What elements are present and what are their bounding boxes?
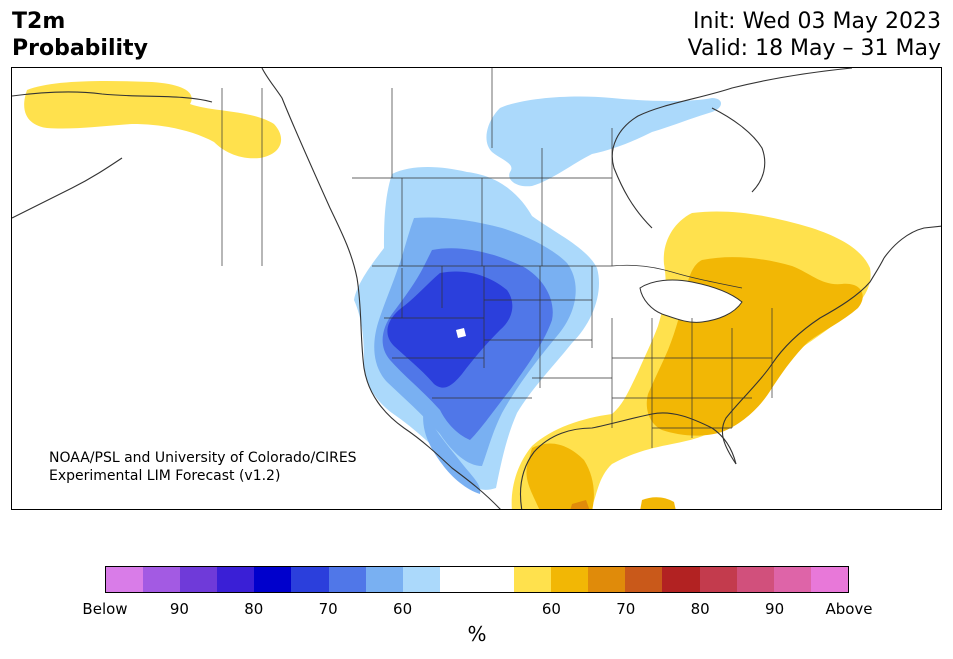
colorbar-tick-label: 80 xyxy=(244,600,264,618)
title-line-2: Probability xyxy=(12,36,148,61)
colorbar-segment xyxy=(699,567,737,592)
west-cold-region-90 xyxy=(387,271,513,388)
cuba-warm-region xyxy=(640,497,676,509)
map-canvas xyxy=(12,68,941,509)
great-salt-lake xyxy=(456,328,466,338)
title-line-1: T2m xyxy=(12,9,66,34)
colorbar-segment xyxy=(365,567,403,592)
colorbar-tick-label: 60 xyxy=(393,600,413,618)
init-date: Init: Wed 03 May 2023 xyxy=(693,9,941,34)
colorbar-tick-label: 90 xyxy=(765,600,785,618)
colorbar-tick-label: 70 xyxy=(318,600,338,618)
colorbar-segment xyxy=(439,567,477,592)
colorbar-tick-label: 80 xyxy=(690,600,710,618)
colorbar-segment xyxy=(217,567,255,592)
colorbar-segment xyxy=(810,567,848,592)
baja-cold-region xyxy=(423,408,481,494)
colorbar-tick-label: 60 xyxy=(541,600,561,618)
colorbar-unit: % xyxy=(467,622,487,646)
credit-line-1: NOAA/PSL and University of Colorado/CIRE… xyxy=(49,450,357,466)
coastlines xyxy=(12,68,941,509)
colorbar-segment xyxy=(588,567,626,592)
colorbar-tick-label: 90 xyxy=(169,600,189,618)
great-lakes xyxy=(639,279,743,323)
forecast-map xyxy=(11,67,942,510)
colorbar-segment xyxy=(514,567,552,592)
mexico-warm-spot xyxy=(570,500,590,509)
colorbar-segment xyxy=(328,567,366,592)
valid-date-range: Valid: 18 May – 31 May xyxy=(687,36,941,61)
colorbar-segment xyxy=(106,567,144,592)
colorbar-segment xyxy=(773,567,811,592)
colorbar-segment xyxy=(291,567,329,592)
colorbar-segment xyxy=(551,567,589,592)
colorbar-segment xyxy=(254,567,292,592)
colorbar-tick-label: Below xyxy=(82,600,128,618)
colorbar-segment xyxy=(476,567,515,592)
map-title: T2m Probability xyxy=(12,8,148,62)
colorbar-segment xyxy=(402,567,440,592)
probability-colorbar xyxy=(105,566,849,593)
credit-line-2: Experimental LIM Forecast (v1.2) xyxy=(49,468,281,484)
colorbar-segment xyxy=(662,567,700,592)
colorbar-tick-label: Above xyxy=(825,600,873,618)
data-credit: NOAA/PSL and University of Colorado/CIRE… xyxy=(49,449,357,485)
colorbar-segment xyxy=(625,567,663,592)
alaska-warm-region xyxy=(24,80,282,159)
colorbar-tick-label: 70 xyxy=(616,600,636,618)
colorbar-segment xyxy=(180,567,218,592)
political-borders xyxy=(221,68,773,448)
forecast-dates: Init: Wed 03 May 2023 Valid: 18 May – 31… xyxy=(688,8,941,62)
colorbar-segment xyxy=(736,567,774,592)
texas-warm-region xyxy=(526,443,594,509)
canada-cold-region xyxy=(486,96,721,187)
colorbar-segment xyxy=(143,567,181,592)
